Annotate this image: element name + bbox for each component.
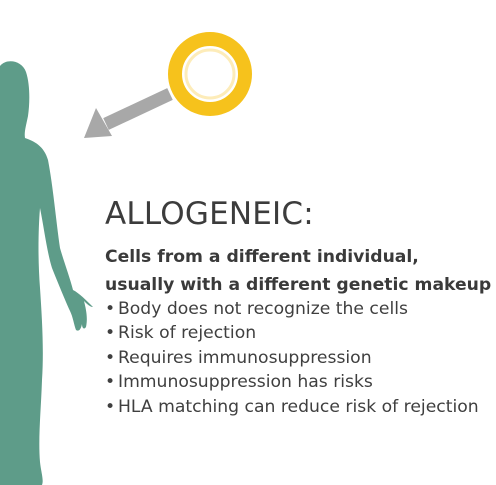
list-item: • HLA matching can reduce risk of rejecti… xyxy=(105,395,479,419)
list-item-text: Immunosuppression has risks xyxy=(118,372,373,393)
list-item: • Risk of rejection xyxy=(105,321,479,345)
page-title: ALLOGENEIC: xyxy=(105,196,314,232)
list-item-text: HLA matching can reduce risk of rejectio… xyxy=(118,396,479,417)
arrow-icon xyxy=(84,88,173,138)
list-item: • Immunosuppression has risks xyxy=(105,370,479,394)
bullet-marker: • xyxy=(105,372,116,393)
subheading: Cells from a different individual, usual… xyxy=(105,243,495,299)
bullet-marker: • xyxy=(105,347,116,368)
list-item-text: Requires immunosuppression xyxy=(118,347,372,368)
subheading-line-2: usually with a different genetic makeup xyxy=(105,275,492,295)
human-body-silhouette-icon xyxy=(0,61,93,485)
list-item: • Body does not recognize the cells xyxy=(105,297,479,321)
bullet-marker: • xyxy=(105,396,116,417)
list-item-text: Body does not recognize the cells xyxy=(118,299,408,319)
bullet-list: • Body does not recognize the cells • Risk… xyxy=(105,297,479,419)
donor-cell-icon xyxy=(168,32,252,116)
list-item-text: Risk of rejection xyxy=(118,323,257,344)
bullet-marker: • xyxy=(105,323,116,344)
list-item: • Requires immunosuppression xyxy=(105,346,479,370)
bullet-marker: • xyxy=(105,299,116,319)
subheading-line-1: Cells from a different individual, xyxy=(105,247,419,267)
